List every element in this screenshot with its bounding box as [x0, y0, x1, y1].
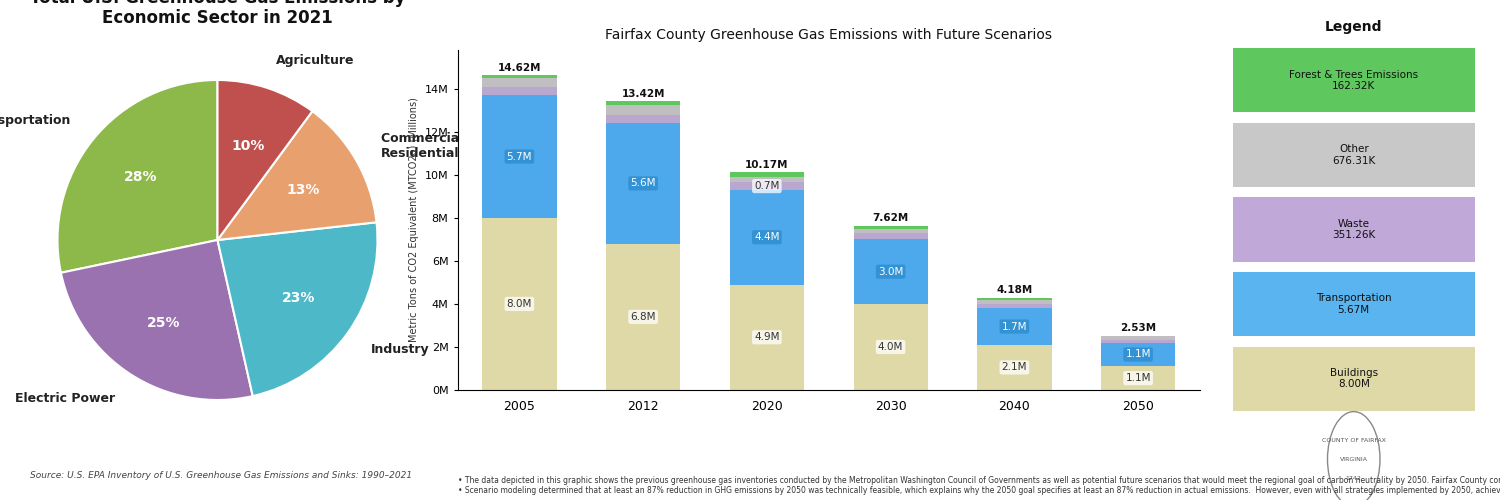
FancyBboxPatch shape	[1233, 272, 1474, 336]
Bar	[606, 105, 680, 115]
Wedge shape	[57, 80, 217, 273]
Bar	[729, 284, 804, 390]
Text: 1.1M: 1.1M	[1125, 350, 1150, 360]
Bar	[978, 300, 1052, 304]
Text: 4.9M: 4.9M	[754, 332, 780, 342]
Title: Total U.S. Greenhouse Gas Emissions by
Economic Sector in 2021: Total U.S. Greenhouse Gas Emissions by E…	[30, 0, 405, 28]
Text: Source: U.S. EPA Inventory of U.S. Greenhouse Gas Emissions and Sinks: 1990–2021: Source: U.S. EPA Inventory of U.S. Green…	[30, 471, 412, 480]
FancyBboxPatch shape	[1233, 346, 1474, 410]
Text: 10%: 10%	[232, 139, 266, 153]
Bar	[606, 101, 680, 105]
Text: 6.8M: 6.8M	[630, 312, 656, 322]
Text: 14.62M: 14.62M	[498, 63, 542, 73]
Wedge shape	[217, 111, 376, 240]
Text: Buildings
8.00M: Buildings 8.00M	[1329, 368, 1378, 390]
Text: 28%: 28%	[124, 170, 158, 184]
Bar	[1101, 342, 1176, 366]
FancyBboxPatch shape	[1233, 123, 1474, 187]
Text: 5.6M: 5.6M	[630, 178, 656, 188]
Bar	[853, 228, 927, 234]
Text: 2.1M: 2.1M	[1002, 362, 1028, 372]
Title: Fairfax County Greenhouse Gas Emissions with Future Scenarios: Fairfax County Greenhouse Gas Emissions …	[604, 28, 1053, 42]
Bar	[853, 304, 927, 390]
Bar	[483, 95, 556, 218]
Text: 1742: 1742	[1346, 476, 1362, 480]
Bar	[853, 234, 927, 239]
Bar	[483, 218, 556, 390]
Text: 2.53M: 2.53M	[1120, 323, 1156, 333]
Bar	[978, 304, 1052, 308]
Text: COUNTY OF FAIRFAX: COUNTY OF FAIRFAX	[1322, 438, 1386, 442]
Wedge shape	[217, 80, 312, 240]
Bar	[729, 182, 804, 190]
Bar	[978, 308, 1052, 345]
Bar	[1101, 366, 1176, 390]
Bar	[606, 115, 680, 123]
Text: 10.17M: 10.17M	[746, 160, 789, 170]
Bar	[606, 123, 680, 244]
Text: 5.7M: 5.7M	[507, 152, 532, 162]
Text: Agriculture: Agriculture	[276, 54, 356, 67]
Bar	[1101, 336, 1176, 340]
Text: 23%: 23%	[282, 290, 315, 304]
Bar	[729, 177, 804, 182]
Text: 7.62M: 7.62M	[873, 214, 909, 224]
Text: 0.7M: 0.7M	[754, 181, 780, 191]
Text: Transportation: Transportation	[0, 114, 70, 128]
Text: Commercial &
Residential: Commercial & Residential	[381, 132, 478, 160]
Bar	[978, 298, 1052, 300]
Text: 1.1M: 1.1M	[1125, 373, 1150, 383]
FancyBboxPatch shape	[1233, 48, 1474, 112]
Y-axis label: Metric Tons of CO2 Equivalent (MTCO2e) (Millions): Metric Tons of CO2 Equivalent (MTCO2e) (…	[410, 98, 419, 342]
Text: 4.0M: 4.0M	[878, 342, 903, 352]
Text: 4.4M: 4.4M	[754, 232, 780, 242]
Bar	[853, 240, 927, 304]
Text: Electric Power: Electric Power	[15, 392, 116, 406]
Bar	[483, 78, 556, 87]
Text: 13%: 13%	[286, 184, 320, 198]
Bar	[483, 76, 556, 78]
Bar	[1101, 340, 1176, 342]
Wedge shape	[62, 240, 252, 400]
Wedge shape	[217, 222, 378, 396]
Text: 25%: 25%	[147, 316, 180, 330]
Text: Waste
351.26K: Waste 351.26K	[1332, 218, 1376, 240]
Text: Industry: Industry	[372, 343, 430, 356]
Text: 8.0M: 8.0M	[507, 299, 532, 309]
Bar	[606, 244, 680, 390]
Bar	[483, 87, 556, 95]
Text: 4.18M: 4.18M	[996, 286, 1032, 296]
Text: Forest & Trees Emissions
162.32K: Forest & Trees Emissions 162.32K	[1288, 70, 1419, 91]
Bar	[729, 190, 804, 284]
FancyBboxPatch shape	[1233, 198, 1474, 262]
Text: 1.7M: 1.7M	[1002, 322, 1028, 332]
Bar	[729, 172, 804, 177]
Text: Legend: Legend	[1324, 20, 1383, 34]
Text: • The data depicted in this graphic shows the previous greenhouse gas inventorie: • The data depicted in this graphic show…	[458, 476, 1500, 495]
Text: Other
676.31K: Other 676.31K	[1332, 144, 1376, 166]
Bar	[978, 345, 1052, 390]
Bar	[853, 226, 927, 228]
Circle shape	[1328, 412, 1380, 500]
Text: Transportation
5.67M: Transportation 5.67M	[1316, 293, 1392, 315]
Text: 3.0M: 3.0M	[878, 266, 903, 276]
Text: VIRGINIA: VIRGINIA	[1340, 456, 1368, 462]
Text: 13.42M: 13.42M	[621, 88, 664, 99]
